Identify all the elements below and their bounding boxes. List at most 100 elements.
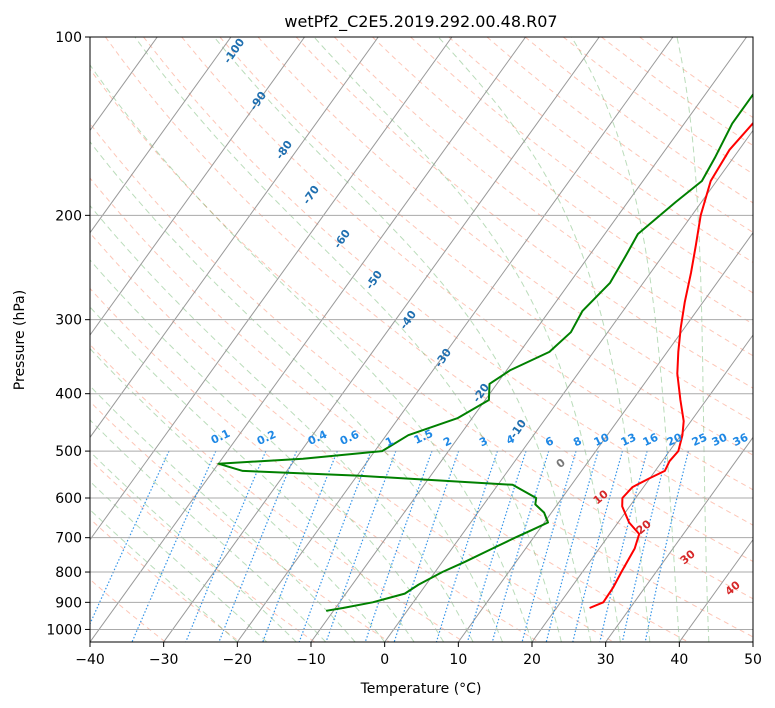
isotherm-line [0, 37, 10, 642]
moist-adiabat-line [90, 419, 327, 642]
moist-adiabat-line [676, 37, 710, 642]
x-tick-label: 0 [380, 652, 389, 668]
dry-adiabat-line [181, 37, 753, 491]
dry-adiabat-line [562, 37, 753, 175]
isotherm-line [384, 129, 753, 642]
isotherm-line [90, 37, 379, 439]
y-tick-label: 900 [55, 595, 82, 611]
x-tick-label: −20 [223, 652, 253, 668]
isotherm-line [90, 37, 527, 642]
dry-adiabat-line [90, 68, 753, 600]
isotherm-line [605, 436, 753, 642]
mixing-ratio-line [298, 450, 372, 642]
mixing-ratio-line [325, 450, 397, 642]
dry-adiabat-label: -40 [397, 308, 419, 332]
mixing-ratio-line [545, 450, 599, 642]
mixing-ratio-label: 25 [690, 431, 709, 449]
background-lines [0, 37, 753, 642]
dry-adiabat-line [90, 343, 465, 642]
moist-adiabat-line [90, 385, 356, 642]
mixing-ratio-line [644, 450, 689, 642]
mixing-ratio-line [364, 450, 433, 642]
dry-adiabat-line [410, 37, 753, 294]
profile-lines [217, 93, 753, 612]
y-tick-label: 1000 [46, 622, 82, 638]
y-axis: 100 200 300 400 500 600 700 800 900 1000 [46, 30, 90, 638]
moist-adiabat-label: 0 [554, 456, 568, 471]
dry-adiabat-line [295, 37, 753, 389]
dry-adiabat-line [333, 37, 753, 357]
dry-adiabat-line [104, 37, 753, 563]
dewpoint-line [217, 93, 753, 612]
x-axis: −40 −30 −20 −10 0 10 20 30 40 50 [75, 642, 762, 668]
moist-adiabat-line [90, 140, 503, 642]
isotherm-line [310, 37, 748, 642]
moist-adiabat-line [90, 480, 268, 642]
x-tick-label: 50 [744, 652, 762, 668]
moist-adiabat-line [90, 347, 386, 642]
isobar-gridlines [90, 37, 753, 630]
mixing-ratio-label: 10 [592, 431, 612, 449]
y-tick-label: 700 [55, 531, 82, 547]
mixing-ratio-label: 3 [477, 434, 489, 449]
moist-adiabat-line [134, 37, 562, 642]
x-tick-label: 10 [449, 652, 467, 668]
isotherm-line [236, 37, 674, 642]
moist-adiabat-line [213, 37, 592, 642]
y-axis-label: Pressure (hPa) [12, 290, 28, 390]
moist-adiabat-line [90, 204, 474, 642]
dry-adiabat-label: -60 [331, 227, 353, 251]
moist-adiabat-label: 40 [723, 578, 743, 598]
x-tick-label: −30 [149, 652, 179, 668]
y-tick-label: 400 [55, 387, 82, 403]
mixing-ratio-label: 0.6 [338, 428, 361, 448]
y-tick-label: 600 [55, 491, 82, 507]
isotherm-line [90, 37, 306, 336]
mixing-ratio-label: 20 [665, 431, 685, 449]
moist-adiabat-label: 30 [678, 547, 698, 567]
mixing-ratio-label: 0.4 [306, 428, 329, 448]
x-axis-label: Temperature (°C) [360, 681, 482, 697]
y-tick-label: 500 [55, 444, 82, 460]
dry-adiabat-line [257, 37, 753, 422]
mixing-ratio-line [90, 450, 170, 626]
dry-adiabat-line [90, 122, 753, 638]
isotherm-line [90, 37, 453, 541]
dry-adiabat-line [90, 177, 689, 642]
mixing-ratio-label: 36 [731, 431, 751, 449]
dry-adiabat-line [639, 37, 753, 119]
mixing-ratio-line [393, 450, 460, 642]
mixing-ratio-label: 8 [571, 434, 583, 449]
moist-adiabat-line [313, 37, 621, 642]
mixing-ratio-line [262, 450, 338, 642]
dry-adiabat-line [143, 37, 753, 526]
isotherm-line [752, 641, 753, 642]
dry-adiabat-line [90, 232, 614, 642]
mixing-ratio-label: 6 [543, 434, 556, 449]
isotherm-line [457, 231, 753, 642]
mixing-ratio-line [466, 450, 527, 642]
isotherm-line [678, 538, 753, 642]
mixing-ratio-line [521, 450, 577, 642]
moist-adiabat-line [90, 64, 533, 642]
dry-adiabat-label: -70 [300, 183, 322, 207]
mixing-ratio-label: 1.5 [412, 427, 435, 447]
dry-adiabat-line [219, 37, 753, 456]
mixing-ratio-label: 13 [619, 431, 638, 449]
plot-frame [89, 36, 754, 643]
x-tick-label: −10 [296, 652, 326, 668]
mixing-ratio-line [185, 450, 267, 642]
dry-adiabat-label: -50 [363, 268, 385, 292]
dry-adiabat-line [90, 458, 315, 642]
isotherm-line [90, 37, 232, 234]
dry-adiabat-line [90, 400, 390, 642]
mixing-ratio-line [435, 450, 498, 642]
moist-adiabat-line [571, 37, 680, 642]
mixing-ratio-line [491, 450, 550, 642]
y-tick-label: 200 [55, 208, 82, 224]
mixing-ratio-label: 30 [710, 431, 730, 449]
mixing-ratio-label: 16 [641, 431, 661, 449]
y-tick-label: 300 [55, 313, 82, 329]
moist-adiabat-line [90, 509, 238, 642]
